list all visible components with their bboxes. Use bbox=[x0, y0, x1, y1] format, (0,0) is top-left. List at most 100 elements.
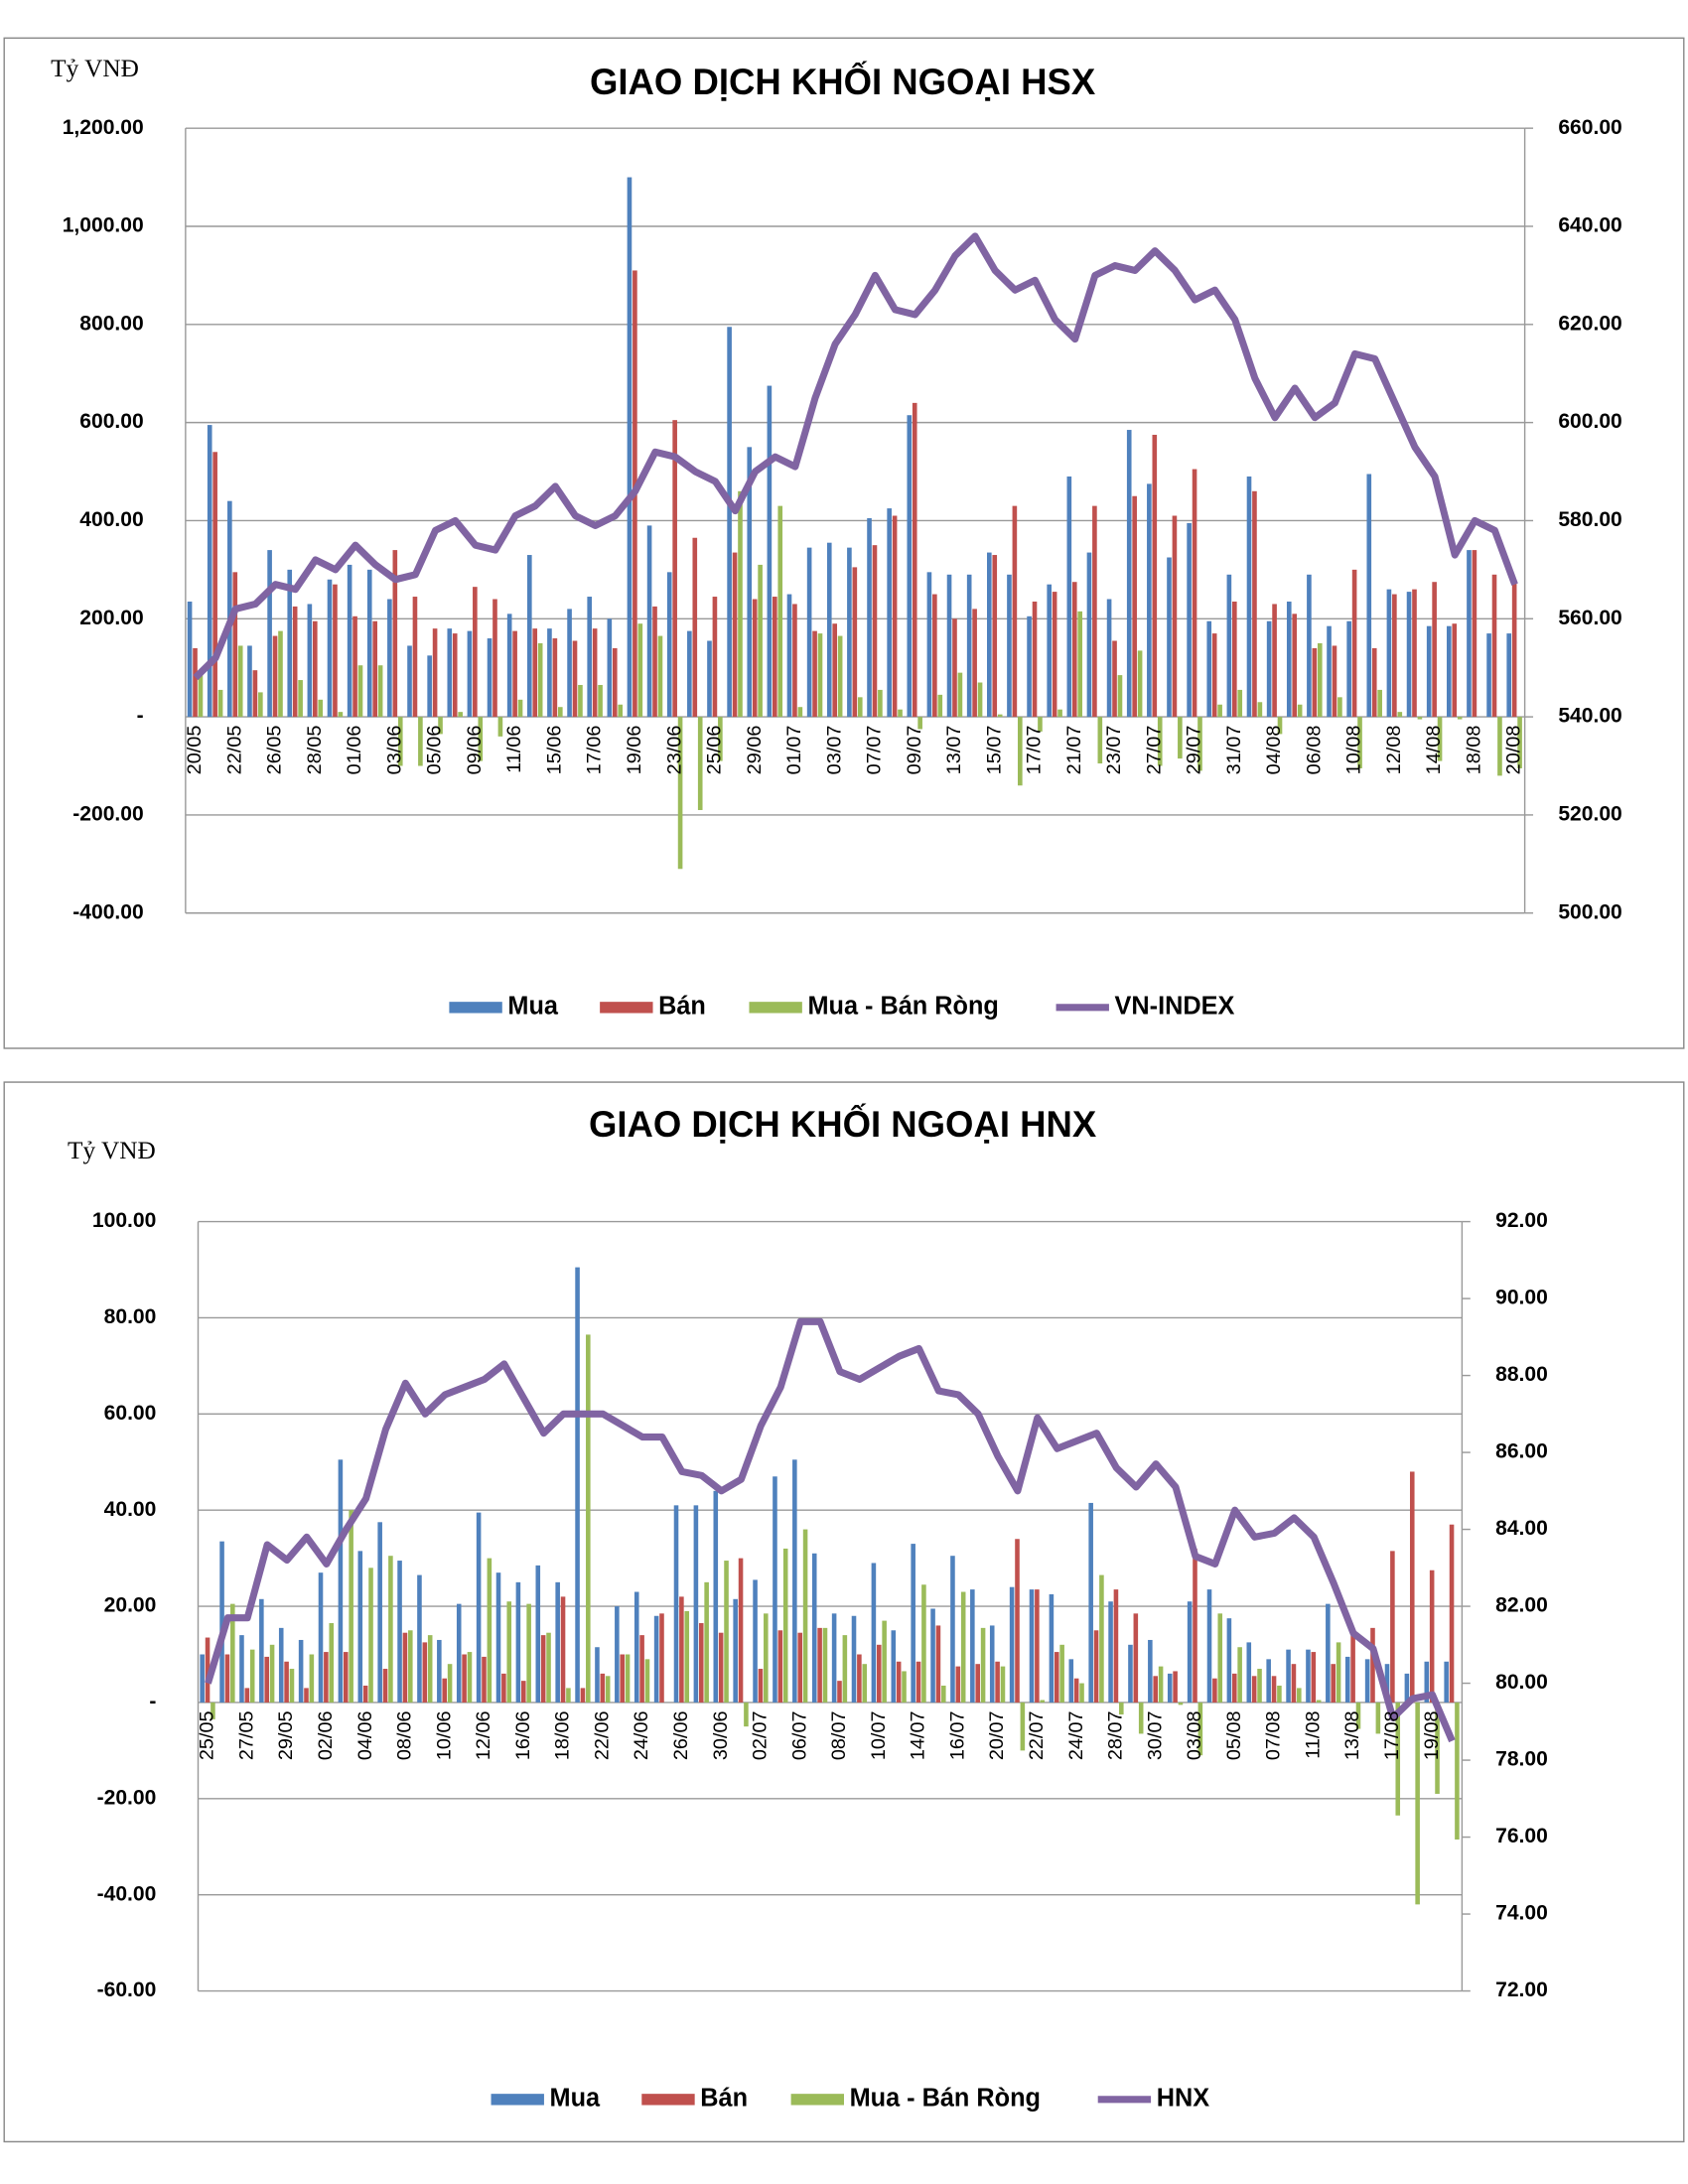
bar bbox=[1226, 574, 1232, 718]
bar bbox=[547, 628, 552, 718]
bar bbox=[911, 1544, 915, 1703]
bar bbox=[418, 717, 423, 766]
bar bbox=[912, 402, 917, 718]
bar bbox=[292, 606, 298, 718]
bar bbox=[792, 1459, 797, 1703]
bar bbox=[857, 1654, 862, 1703]
bar bbox=[957, 672, 963, 718]
x-tick-label: 22/05 bbox=[223, 726, 245, 775]
bar bbox=[777, 1630, 783, 1703]
bar bbox=[1193, 1548, 1197, 1703]
bar bbox=[205, 1637, 211, 1703]
bar bbox=[1092, 505, 1097, 718]
bar bbox=[698, 1623, 704, 1703]
bar bbox=[230, 1603, 235, 1703]
bar bbox=[247, 645, 252, 718]
bar bbox=[1073, 1678, 1079, 1703]
legend-marker bbox=[641, 2094, 695, 2106]
bar bbox=[786, 594, 792, 718]
bar bbox=[567, 609, 572, 718]
y2-tick-label: 88.00 bbox=[1495, 1363, 1548, 1386]
bar bbox=[802, 1529, 808, 1703]
bar bbox=[891, 1630, 897, 1703]
bar bbox=[892, 515, 898, 718]
bar bbox=[817, 633, 823, 718]
bar bbox=[618, 704, 624, 718]
bar bbox=[811, 1553, 817, 1703]
x-tick-label: 14/08 bbox=[1423, 726, 1445, 775]
bar bbox=[887, 508, 892, 718]
bar bbox=[1040, 1700, 1046, 1703]
bar bbox=[724, 1561, 729, 1703]
bar bbox=[837, 635, 843, 718]
bar bbox=[871, 1563, 877, 1703]
bar bbox=[878, 689, 883, 718]
bar bbox=[267, 550, 272, 718]
bar bbox=[1015, 1539, 1020, 1703]
y2-tick-label: 90.00 bbox=[1495, 1287, 1548, 1309]
bar bbox=[1432, 582, 1437, 718]
chart-title: GIAO DỊCH KHỐI NGOẠI HNX bbox=[589, 1103, 1097, 1145]
bar bbox=[837, 1681, 842, 1703]
y-tick-label: 400.00 bbox=[79, 508, 143, 531]
bar bbox=[1133, 1613, 1139, 1703]
y2-tick-label: 84.00 bbox=[1495, 1517, 1548, 1540]
y-axis-label: Tỷ VNĐ bbox=[51, 55, 139, 82]
bar bbox=[872, 545, 878, 718]
bar bbox=[1455, 1702, 1460, 1840]
bar bbox=[1038, 717, 1043, 732]
bar bbox=[1271, 1676, 1277, 1703]
x-tick-label: 12/06 bbox=[473, 1710, 494, 1760]
bar bbox=[697, 717, 703, 810]
bar bbox=[1517, 717, 1522, 768]
bar bbox=[552, 638, 558, 718]
x-tick-label: 07/07 bbox=[864, 726, 886, 775]
x-tick-label: 30/06 bbox=[710, 1710, 732, 1760]
y-tick-label: 60.00 bbox=[104, 1402, 157, 1425]
x-tick-label: 27/07 bbox=[1143, 726, 1165, 775]
bar bbox=[495, 1572, 501, 1703]
bar bbox=[478, 717, 484, 761]
x-tick-label: 15/07 bbox=[983, 726, 1005, 775]
bar bbox=[1306, 1649, 1311, 1703]
bar bbox=[1377, 689, 1382, 718]
bar bbox=[324, 1652, 329, 1703]
bar bbox=[211, 1702, 215, 1719]
bar bbox=[747, 447, 753, 718]
x-tick-label: 03/08 bbox=[1184, 1710, 1205, 1760]
x-tick-label: 15/06 bbox=[544, 726, 566, 775]
legend-marker bbox=[491, 2094, 544, 2106]
x-tick-label: 02/06 bbox=[315, 1710, 337, 1760]
y-tick-label: 40.00 bbox=[104, 1498, 157, 1521]
y-tick-label: 20.00 bbox=[104, 1594, 157, 1617]
y-tick-label: 80.00 bbox=[104, 1305, 157, 1328]
bar bbox=[540, 1635, 546, 1703]
y2-tick-label: 80.00 bbox=[1495, 1671, 1548, 1694]
bar bbox=[1178, 1702, 1184, 1706]
bar bbox=[1237, 689, 1243, 718]
bar bbox=[987, 552, 992, 718]
bar bbox=[572, 640, 578, 718]
bar bbox=[1108, 1601, 1113, 1703]
bar bbox=[1152, 434, 1158, 718]
bar bbox=[646, 525, 652, 718]
bar bbox=[1226, 1618, 1232, 1703]
bar bbox=[1052, 592, 1057, 718]
bar bbox=[347, 564, 352, 718]
bar bbox=[1148, 1639, 1153, 1703]
legend-label: Mua bbox=[507, 992, 558, 1020]
bar bbox=[586, 1334, 591, 1703]
bar bbox=[1437, 717, 1443, 761]
bar bbox=[620, 1654, 625, 1703]
bar bbox=[1137, 650, 1143, 718]
bar bbox=[417, 1574, 422, 1703]
x-tick-label: 27/05 bbox=[236, 1710, 258, 1760]
bar bbox=[758, 564, 763, 718]
bar bbox=[1157, 717, 1163, 766]
bar bbox=[672, 420, 677, 718]
y2-tick-label: 520.00 bbox=[1558, 802, 1621, 825]
bar bbox=[497, 717, 503, 737]
x-tick-label: 30/07 bbox=[1144, 1710, 1166, 1760]
x-tick-label: 24/06 bbox=[631, 1710, 652, 1760]
bar bbox=[412, 597, 418, 718]
